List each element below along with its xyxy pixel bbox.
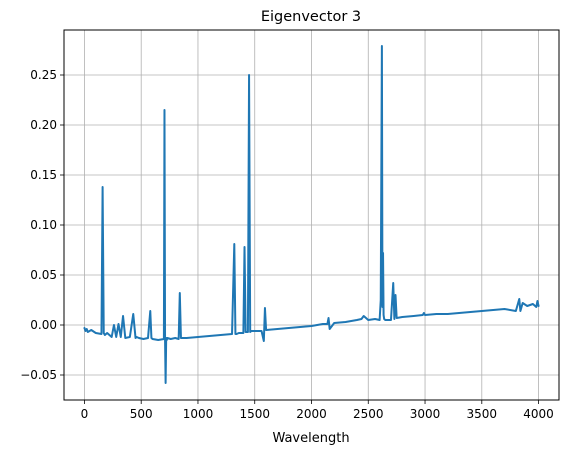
- x-tick-label: 500: [130, 407, 153, 421]
- x-tick-label: 1000: [183, 407, 214, 421]
- x-tick-label: 0: [81, 407, 89, 421]
- y-tick-label: −0.05: [20, 368, 57, 382]
- x-tick-label: 3000: [410, 407, 441, 421]
- y-tick-label: 0.15: [30, 168, 57, 182]
- x-tick-label: 4000: [523, 407, 554, 421]
- y-tick-label: 0.20: [30, 118, 57, 132]
- series-group: [83, 45, 540, 384]
- y-axis: −0.05 0.00 0.05 0.10 0.15 0.20 0.25: [20, 68, 64, 382]
- y-tick-label: 0.05: [30, 268, 57, 282]
- y-tick-label: 0.25: [30, 68, 57, 82]
- y-tick-label: 0.10: [30, 218, 57, 232]
- series-line: [83, 45, 540, 384]
- x-tick-label: 2000: [296, 407, 327, 421]
- x-tick-label: 3500: [467, 407, 498, 421]
- x-tick-label: 2500: [353, 407, 384, 421]
- x-tick-label: 1500: [239, 407, 270, 421]
- x-axis: 0 500 1000 1500 2000 2500 3000 3500 4000: [81, 400, 554, 421]
- x-axis-label: Wavelength: [272, 431, 349, 446]
- y-tick-label: 0.00: [30, 318, 57, 332]
- chart-title: Eigenvector 3: [261, 9, 361, 25]
